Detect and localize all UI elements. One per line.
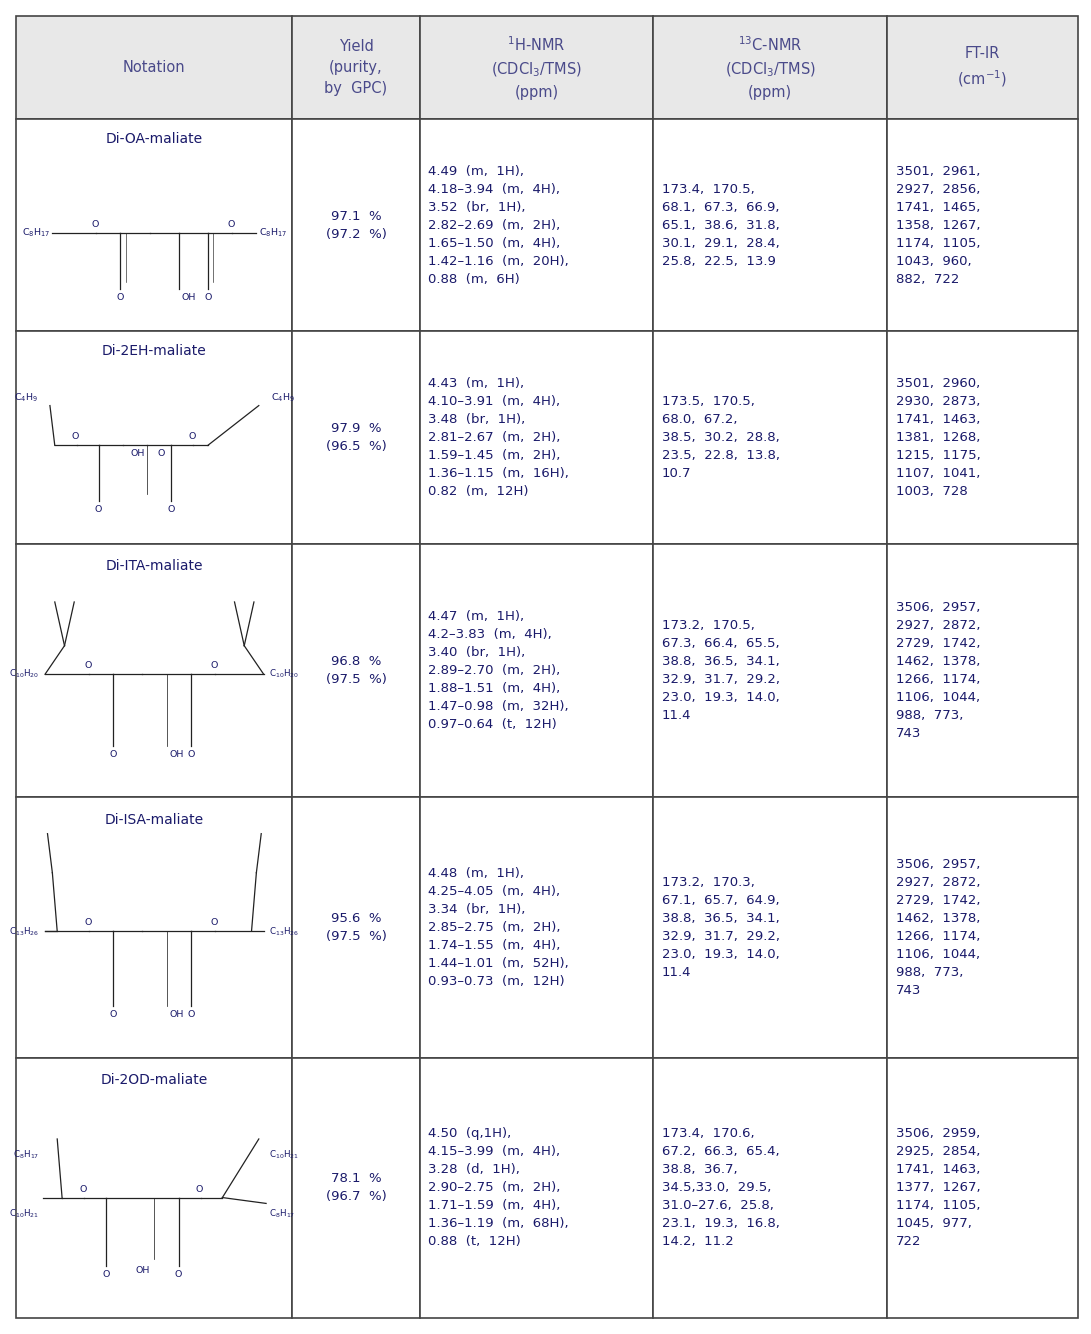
Bar (292, 16, 420, 119)
Text: 173.5,  170.5,
68.0,  67.2,
38.5,  30.2,  28.8,
23.5,  22.8,  13.8,
10.7: 173.5, 170.5, 68.0, 67.2, 38.5, 30.2, 28… (662, 395, 780, 480)
Bar (887, 119, 1078, 331)
Text: OH: OH (135, 1266, 149, 1275)
Text: $^{1}$H-NMR
(CDCl$_3$/TMS)
(ppm): $^{1}$H-NMR (CDCl$_3$/TMS) (ppm) (491, 35, 582, 100)
Text: O: O (92, 220, 98, 229)
Bar (420, 798, 654, 1058)
Text: C$_{10}$H$_{21}$: C$_{10}$H$_{21}$ (9, 1207, 39, 1219)
Text: 4.43  (m,  1H),
4.10–3.91  (m,  4H),
3.48  (br,  1H),
2.81–2.67  (m,  2H),
1.59–: 4.43 (m, 1H), 4.10–3.91 (m, 4H), 3.48 (b… (429, 378, 570, 498)
Text: O: O (188, 1010, 194, 1019)
Text: 78.1  %
(96.7  %): 78.1 % (96.7 %) (326, 1173, 386, 1203)
Bar (654, 331, 887, 544)
Text: Di-OA-maliate: Di-OA-maliate (106, 132, 203, 145)
Text: Di-ISA-maliate: Di-ISA-maliate (105, 812, 204, 827)
Text: C$_4$H$_9$: C$_4$H$_9$ (271, 391, 295, 404)
Text: 3506,  2959,
2925,  2854,
1741,  1463,
1377,  1267,
1174,  1105,
1045,  977,
722: 3506, 2959, 2925, 2854, 1741, 1463, 1377… (896, 1127, 980, 1249)
Text: C$_{10}$H$_{20}$: C$_{10}$H$_{20}$ (269, 668, 299, 680)
Text: 4.50  (q,1H),
4.15–3.99  (m,  4H),
3.28  (d,  1H),
2.90–2.75  (m,  2H),
1.71–1.5: 4.50 (q,1H), 4.15–3.99 (m, 4H), 3.28 (d,… (429, 1127, 570, 1249)
Text: Di-2EH-maliate: Di-2EH-maliate (101, 344, 206, 358)
Bar (654, 119, 887, 331)
Bar (654, 1058, 887, 1318)
Text: O: O (211, 662, 218, 670)
Bar (420, 16, 654, 119)
Text: O: O (211, 918, 218, 927)
Text: O: O (72, 432, 80, 442)
Bar (16, 119, 292, 331)
Bar (292, 544, 420, 798)
Text: 173.2,  170.3,
67.1,  65.7,  64.9,
38.8,  36.5,  34.1,
32.9,  31.7,  29.2,
23.0,: 173.2, 170.3, 67.1, 65.7, 64.9, 38.8, 36… (662, 876, 780, 979)
Text: 4.47  (m,  1H),
4.2–3.83  (m,  4H),
3.40  (br,  1H),
2.89–2.70  (m,  2H),
1.88–1: 4.47 (m, 1H), 4.2–3.83 (m, 4H), 3.40 (br… (429, 610, 570, 731)
Bar (887, 16, 1078, 119)
Bar (292, 1058, 420, 1318)
Text: OH: OH (170, 1010, 184, 1019)
Bar (16, 544, 292, 798)
Bar (887, 544, 1078, 798)
Text: 97.9  %
(96.5  %): 97.9 % (96.5 %) (326, 422, 386, 454)
Text: C$_8$H$_{17}$: C$_8$H$_{17}$ (259, 227, 287, 239)
Bar (292, 119, 420, 331)
Text: Di-ITA-maliate: Di-ITA-maliate (106, 559, 203, 572)
Text: 173.4,  170.6,
67.2,  66.3,  65.4,
38.8,  36.7,
34.5,33.0,  29.5,
31.0–27.6,  25: 173.4, 170.6, 67.2, 66.3, 65.4, 38.8, 36… (662, 1127, 780, 1249)
Bar (887, 331, 1078, 544)
Text: O: O (95, 506, 103, 514)
Text: Yield
(purity,
by  GPC): Yield (purity, by GPC) (324, 39, 387, 96)
Bar (420, 119, 654, 331)
Text: Notation: Notation (123, 60, 185, 75)
Bar (16, 798, 292, 1058)
Text: O: O (168, 506, 175, 514)
Bar (887, 1058, 1078, 1318)
Text: O: O (227, 220, 235, 229)
Text: C$_8$H$_{17}$: C$_8$H$_{17}$ (13, 1149, 39, 1161)
Text: OH: OH (170, 751, 184, 759)
Text: O: O (204, 292, 212, 301)
Text: 4.48  (m,  1H),
4.25–4.05  (m,  4H),
3.34  (br,  1H),
2.85–2.75  (m,  2H),
1.74–: 4.48 (m, 1H), 4.25–4.05 (m, 4H), 3.34 (b… (429, 867, 570, 988)
Bar (654, 798, 887, 1058)
Text: Di-2OD-maliate: Di-2OD-maliate (100, 1074, 208, 1087)
Bar (16, 16, 292, 119)
Text: O: O (117, 292, 124, 301)
Text: OH: OH (182, 292, 196, 301)
Bar (420, 544, 654, 798)
Text: O: O (158, 450, 166, 459)
Text: 3501,  2961,
2927,  2856,
1741,  1465,
1358,  1267,
1174,  1105,
1043,  960,
882: 3501, 2961, 2927, 2856, 1741, 1465, 1358… (896, 164, 980, 285)
Text: 96.8  %
(97.5  %): 96.8 % (97.5 %) (325, 655, 386, 686)
Text: O: O (189, 432, 195, 442)
Text: FT-IR
(cm$^{-1}$): FT-IR (cm$^{-1}$) (957, 45, 1007, 89)
Bar (420, 331, 654, 544)
Text: C$_{10}$H$_{21}$: C$_{10}$H$_{21}$ (269, 1149, 300, 1161)
Text: O: O (109, 1010, 117, 1019)
Bar (292, 798, 420, 1058)
Text: C$_4$H$_9$: C$_4$H$_9$ (14, 391, 38, 404)
Text: C$_{13}$H$_{26}$: C$_{13}$H$_{26}$ (10, 924, 39, 938)
Text: C$_8$H$_{17}$: C$_8$H$_{17}$ (22, 227, 50, 239)
Text: O: O (80, 1185, 86, 1194)
Text: O: O (195, 1185, 203, 1194)
Text: OH: OH (131, 450, 145, 459)
Text: C$_{10}$H$_{20}$: C$_{10}$H$_{20}$ (10, 668, 39, 680)
Text: 4.49  (m,  1H),
4.18–3.94  (m,  4H),
3.52  (br,  1H),
2.82–2.69  (m,  2H),
1.65–: 4.49 (m, 1H), 4.18–3.94 (m, 4H), 3.52 (b… (429, 164, 570, 285)
Bar (420, 1058, 654, 1318)
Text: O: O (84, 918, 92, 927)
Text: C$_{13}$H$_{26}$: C$_{13}$H$_{26}$ (269, 924, 299, 938)
Text: $^{13}$C-NMR
(CDCl$_3$/TMS)
(ppm): $^{13}$C-NMR (CDCl$_3$/TMS) (ppm) (724, 35, 815, 100)
Text: O: O (188, 751, 194, 759)
Text: O: O (103, 1270, 109, 1279)
Text: 173.2,  170.5,
67.3,  66.4,  65.5,
38.8,  36.5,  34.1,
32.9,  31.7,  29.2,
23.0,: 173.2, 170.5, 67.3, 66.4, 65.5, 38.8, 36… (662, 619, 780, 722)
Text: 173.4,  170.5,
68.1,  67.3,  66.9,
65.1,  38.6,  31.8,
30.1,  29.1,  28.4,
25.8,: 173.4, 170.5, 68.1, 67.3, 66.9, 65.1, 38… (662, 183, 780, 268)
Text: O: O (109, 751, 117, 759)
Bar (887, 798, 1078, 1058)
Text: O: O (84, 662, 92, 670)
Text: 95.6  %
(97.5  %): 95.6 % (97.5 %) (325, 912, 386, 943)
Text: C$_8$H$_{17}$: C$_8$H$_{17}$ (269, 1207, 296, 1219)
Text: 3506,  2957,
2927,  2872,
2729,  1742,
1462,  1378,
1266,  1174,
1106,  1044,
98: 3506, 2957, 2927, 2872, 2729, 1742, 1462… (896, 858, 980, 996)
Bar (654, 16, 887, 119)
Bar (654, 544, 887, 798)
Text: 3506,  2957,
2927,  2872,
2729,  1742,
1462,  1378,
1266,  1174,
1106,  1044,
98: 3506, 2957, 2927, 2872, 2729, 1742, 1462… (896, 600, 980, 740)
Bar (16, 1058, 292, 1318)
Text: 3501,  2960,
2930,  2873,
1741,  1463,
1381,  1268,
1215,  1175,
1107,  1041,
10: 3501, 2960, 2930, 2873, 1741, 1463, 1381… (896, 378, 981, 498)
Text: O: O (175, 1270, 182, 1279)
Text: 97.1  %
(97.2  %): 97.1 % (97.2 %) (325, 209, 386, 240)
Bar (292, 331, 420, 544)
Bar (16, 331, 292, 544)
